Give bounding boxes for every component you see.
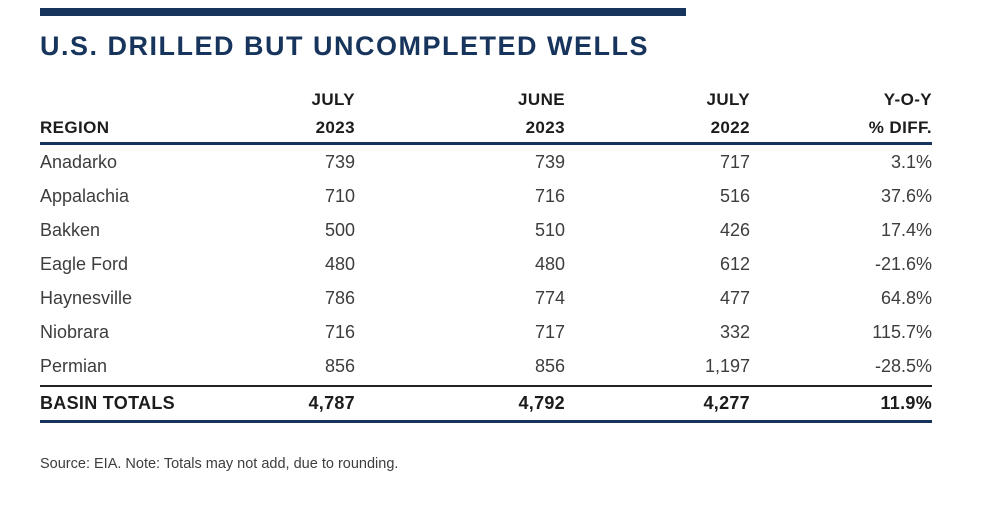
header-rule xyxy=(40,142,932,145)
column-header-line2: 2022 xyxy=(710,118,750,137)
value-cell: 37.6% xyxy=(880,185,932,206)
title-accent-bar xyxy=(40,8,686,16)
column-header-yoy-diff: Y-O-Y % DIFF. xyxy=(750,86,932,142)
totals-value-cell: 4,787 xyxy=(308,393,355,413)
value-cell: 717 xyxy=(719,151,750,172)
column-header-line2: 2023 xyxy=(525,118,565,137)
table-row: Eagle Ford 480 480 612 -21.6% xyxy=(40,247,932,281)
value-cell: 17.4% xyxy=(880,219,932,240)
value-cell: 3.1% xyxy=(890,151,932,172)
value-cell: 332 xyxy=(719,321,750,342)
totals-label-cell: BASIN TOTALS xyxy=(40,393,175,413)
column-header-line1 xyxy=(40,86,240,114)
value-cell: 786 xyxy=(324,287,355,308)
value-cell: 1,197 xyxy=(704,355,750,376)
column-header-line2: 2023 xyxy=(315,118,355,137)
value-cell: -21.6% xyxy=(874,253,932,274)
table-header-row: REGION JULY 2023 JUNE 2023 JULY 2022 Y-O… xyxy=(40,86,932,142)
table-row: Appalachia 710 716 516 37.6% xyxy=(40,179,932,213)
table-row: Niobrara 716 717 332 115.7% xyxy=(40,315,932,349)
value-cell: 612 xyxy=(719,253,750,274)
value-cell: 774 xyxy=(534,287,565,308)
region-cell: Bakken xyxy=(40,219,101,240)
column-header-region: REGION xyxy=(40,86,240,142)
value-cell: 480 xyxy=(534,253,565,274)
table-row: Anadarko 739 739 717 3.1% xyxy=(40,145,932,179)
region-cell: Permian xyxy=(40,355,108,376)
totals-value-cell: 11.9% xyxy=(880,393,932,413)
value-cell: 480 xyxy=(324,253,355,274)
table-row: Bakken 500 510 426 17.4% xyxy=(40,213,932,247)
column-header-line1: Y-O-Y xyxy=(883,90,932,109)
value-cell: 739 xyxy=(534,151,565,172)
region-cell: Niobrara xyxy=(40,321,110,342)
value-cell: 717 xyxy=(534,321,565,342)
value-cell: 510 xyxy=(534,219,565,240)
table-body: Anadarko 739 739 717 3.1% Appalachia 710 716 516… xyxy=(40,145,932,383)
column-header-july-2022: JULY 2022 xyxy=(565,86,750,142)
column-header-line1: JULY xyxy=(311,90,355,109)
region-cell: Eagle Ford xyxy=(40,253,129,274)
table-bottom-rule xyxy=(40,420,932,423)
totals-top-rule xyxy=(40,385,932,387)
totals-value-cell: 4,277 xyxy=(703,393,750,413)
column-header-line2: % DIFF. xyxy=(868,118,932,137)
column-header-line1: JULY xyxy=(706,90,750,109)
table-row: Haynesville 786 774 477 64.8% xyxy=(40,281,932,315)
value-cell: 500 xyxy=(324,219,355,240)
value-cell: 716 xyxy=(534,185,565,206)
value-cell: 710 xyxy=(324,185,355,206)
value-cell: 716 xyxy=(324,321,355,342)
value-cell: 426 xyxy=(719,219,750,240)
page-title: U.S. DRILLED BUT UNCOMPLETED WELLS xyxy=(40,31,649,61)
source-note: Source: EIA. Note: Totals may not add, d… xyxy=(40,456,399,472)
region-cell: Haynesville xyxy=(40,287,133,308)
value-cell: 856 xyxy=(324,355,355,376)
value-cell: 739 xyxy=(324,151,355,172)
value-cell: 477 xyxy=(719,287,750,308)
value-cell: 64.8% xyxy=(880,287,932,308)
column-header-line1: JUNE xyxy=(518,90,565,109)
value-cell: 115.7% xyxy=(872,321,932,342)
region-cell: Appalachia xyxy=(40,185,130,206)
value-cell: 856 xyxy=(534,355,565,376)
column-header-july-2023: JULY 2023 xyxy=(240,86,355,142)
totals-row: BASIN TOTALS 4,787 4,792 4,277 11.9% xyxy=(40,387,932,420)
totals-value-cell: 4,792 xyxy=(518,393,565,413)
duc-wells-table: REGION JULY 2023 JUNE 2023 JULY 2022 Y-O… xyxy=(40,86,932,423)
column-header-june-2023: JUNE 2023 xyxy=(355,86,565,142)
table-row: Permian 856 856 1,197 -28.5% xyxy=(40,349,932,383)
value-cell: 516 xyxy=(719,185,750,206)
region-cell: Anadarko xyxy=(40,151,118,172)
value-cell: -28.5% xyxy=(874,355,932,376)
column-header-line2: REGION xyxy=(40,118,110,137)
